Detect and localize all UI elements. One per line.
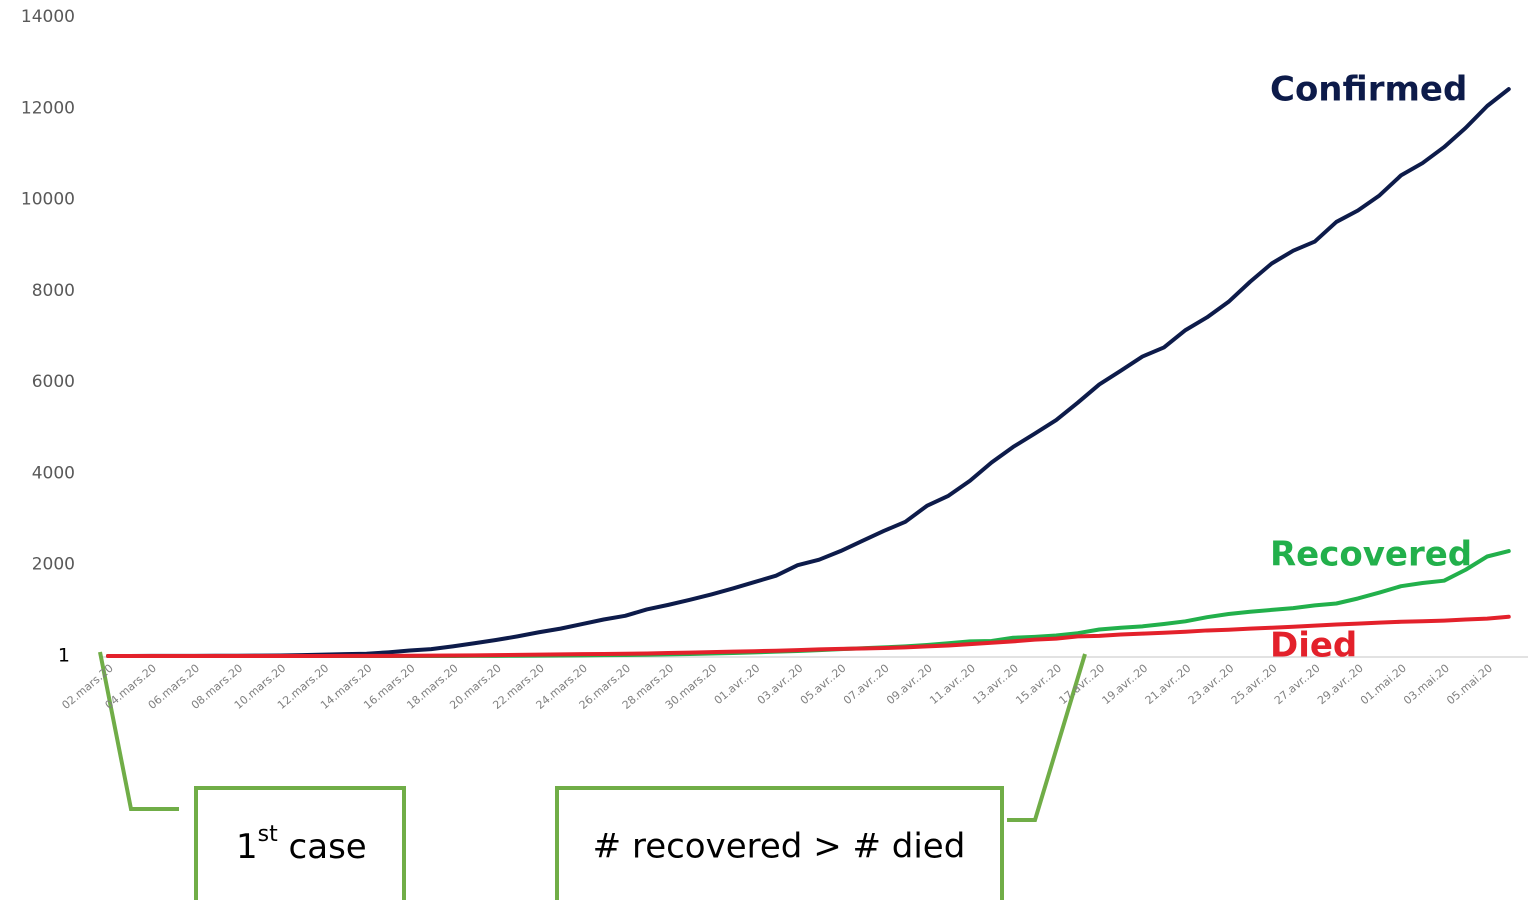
x-tick-label: 05.mai.20: [1444, 662, 1495, 708]
callout-text: # recovered > # died: [593, 827, 966, 867]
x-tick-label: 11.avr..20: [927, 662, 978, 707]
x-tick-label: 01.mai.20: [1358, 662, 1409, 708]
x-tick-label: 03.avr..20: [755, 662, 806, 707]
x-tick-label: 23.avr..20: [1186, 662, 1237, 707]
y-tick-label: 6000: [32, 372, 75, 392]
callout-text-part: 1: [236, 827, 258, 867]
series-label: Recovered: [1270, 535, 1472, 575]
callout-text-part: case: [278, 827, 367, 867]
callout-text: 1st case: [236, 822, 367, 867]
x-tick-label: 13.avr..20: [970, 662, 1021, 707]
series-line: [106, 614, 1511, 658]
y-tick-label: 12000: [21, 98, 75, 118]
x-tick-label: 07.avr..20: [841, 662, 892, 707]
x-tick-label: 15.avr..20: [1013, 662, 1064, 707]
x-tick-label: 27.avr..20: [1272, 662, 1323, 707]
y-tick-label: 4000: [32, 463, 75, 483]
y-tick-label: 8000: [32, 281, 75, 301]
y-tick-label: 10000: [21, 190, 75, 210]
callout-line: [98, 651, 179, 811]
callout-line: [1007, 653, 1087, 822]
x-tick-label: 25.avr..20: [1229, 662, 1280, 707]
x-tick-label: 09.avr..20: [884, 662, 935, 707]
callout-box: [555, 786, 1004, 900]
callout-box: [194, 786, 406, 900]
x-tick-label: 19.avr..20: [1100, 662, 1151, 707]
y-tick-label: 2000: [32, 555, 75, 575]
callout-superscript: st: [258, 822, 278, 847]
x-tick-label: 01.avr..20: [712, 662, 763, 707]
x-tick-label: 21.avr..20: [1143, 662, 1194, 707]
x-tick-label: 03.mai.20: [1401, 662, 1452, 708]
series-label: Died: [1270, 626, 1357, 666]
series-label: Confirmed: [1270, 70, 1467, 110]
x-tick-label: 29.avr..20: [1315, 662, 1366, 707]
y-tick-label: 14000: [21, 7, 75, 27]
x-tick-label: 05.avr..20: [798, 662, 849, 707]
y-tick-label: 1: [58, 644, 70, 666]
